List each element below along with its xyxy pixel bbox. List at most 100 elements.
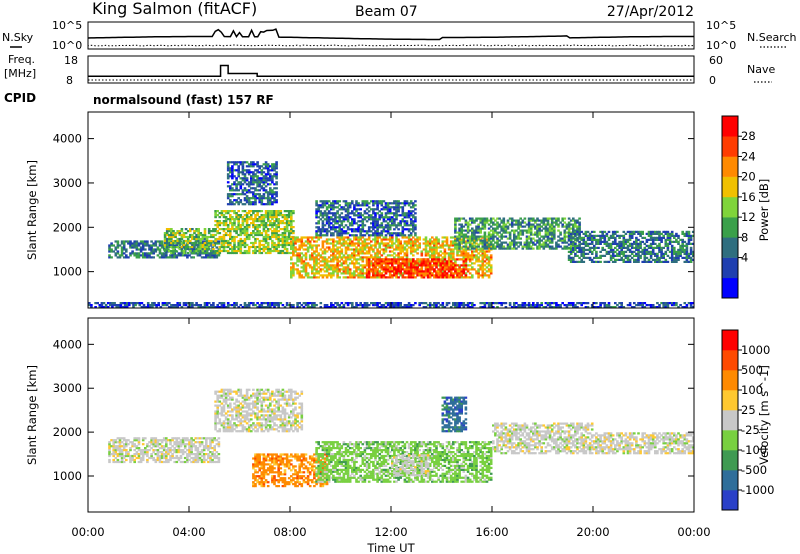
power-cell [317,220,320,223]
power-cell [416,270,419,273]
power-cell [388,226,392,229]
power-cell [277,237,280,241]
power-cell [462,272,466,275]
power-cell [485,270,489,273]
power-cell [496,217,499,220]
power-cell [321,260,325,263]
power-cell [233,228,236,231]
power-cell [285,222,289,225]
power-cell [271,201,274,204]
power-cell [144,306,148,309]
power-cell [527,241,531,244]
power-cell [216,306,219,309]
power-cell [576,232,579,235]
power-cell [414,200,417,203]
power-cell [441,264,445,267]
power-cell [588,246,592,249]
power-cell [214,239,217,243]
power-cell [386,266,390,269]
power-cell [378,216,381,219]
power-cell [464,229,468,232]
power-cell [412,268,415,271]
power-cell [685,258,689,261]
power-cell [323,248,327,251]
power-cell [264,233,268,237]
power-cell [141,248,145,251]
power-cell [222,245,226,249]
power-cell [597,234,600,237]
power-cell [258,220,261,223]
power-cell [485,238,489,241]
power-cell [658,230,661,233]
power-cell [199,304,203,307]
power-cell [290,212,293,215]
power-cell [462,258,466,261]
power-cell [292,262,295,265]
power-cell [346,238,350,241]
power-cell [391,238,394,241]
power-cell [153,302,156,305]
power-cell [292,241,295,245]
power-cell [188,254,191,257]
power-cell [418,258,421,261]
power-cell [418,270,421,273]
power-cell [393,260,396,263]
power-cell [231,247,234,251]
power-cell [456,250,459,253]
power-cell [590,246,594,249]
power-cell [641,236,644,239]
power-cell [243,161,247,164]
power-cell [239,216,243,219]
power-cell [593,244,596,247]
power-cell [353,274,356,277]
power-cell [645,252,649,255]
power-cell [245,216,249,219]
power-cell [689,258,693,261]
power-cell [252,222,255,225]
power-cell [258,247,261,251]
power-cell [412,246,415,249]
power-cell [485,254,489,257]
power-cell [260,199,264,202]
power-cell [393,252,396,255]
power-cell [622,234,626,237]
power-cell [462,256,466,259]
power-cell [262,189,266,192]
power-cell [229,189,232,192]
power-cell [643,256,647,259]
power-cell [98,304,102,307]
power-cell [388,270,392,273]
power-cell [513,223,516,226]
power-cell [317,258,320,261]
power-cell [572,240,575,243]
power-cell [643,242,647,245]
power-cell [454,231,457,234]
power-cell [609,244,613,247]
power-cell [409,260,413,263]
power-cell [416,252,419,255]
power-cell [296,236,299,239]
power-cell [323,240,327,243]
power-cell [245,232,249,235]
power-cell [420,272,424,275]
power-cell [677,258,680,261]
power-cell [292,232,295,235]
power-cell [386,228,390,231]
power-cell [372,224,375,227]
power-cell [252,165,255,168]
power-cell [546,221,550,224]
power-cell [443,262,447,265]
power-cell [374,242,377,245]
power-cell [340,258,344,261]
power-cell [325,260,329,263]
power-cell [391,206,394,209]
power-cell [576,219,579,222]
power-cell [351,242,354,245]
power-cell [285,251,289,255]
power-cell [416,248,419,251]
power-cell [416,244,419,247]
power-cell [538,219,541,222]
power-cell [237,201,240,204]
power-cell [336,202,339,205]
power-cell [317,252,320,255]
